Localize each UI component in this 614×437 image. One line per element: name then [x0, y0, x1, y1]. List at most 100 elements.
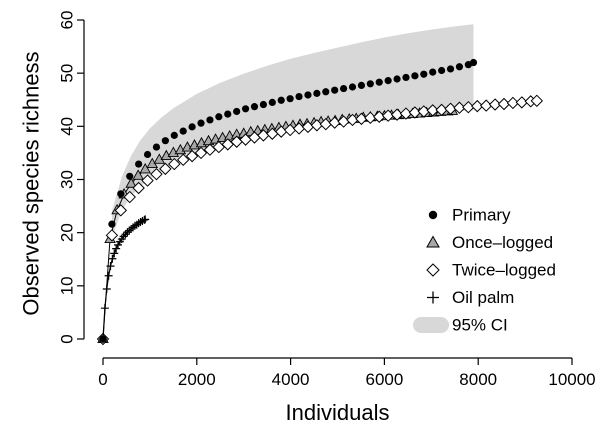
legend-marker-ci: [413, 317, 449, 333]
primary-point: [233, 107, 241, 116]
primary-point: [197, 119, 205, 127]
series-layer: [96, 58, 544, 346]
primary-point: [469, 58, 478, 67]
primary-point: [250, 103, 259, 111]
twice-logged-point: [471, 99, 484, 113]
oil-palm-point: [141, 215, 150, 224]
oil-palm-point: [112, 244, 121, 253]
y-tick-label: 40: [58, 117, 77, 136]
legend-label: Oil palm: [452, 288, 514, 307]
primary-point: [322, 88, 330, 96]
y-tick-label: 50: [58, 64, 77, 83]
twice-logged-point: [185, 149, 199, 163]
y-axis-title: Observed species richness: [19, 51, 44, 315]
y-tick-label: 60: [58, 11, 77, 30]
axes-layer: 0 10 20 30 40 50 60 0 2000 4000 6000 8000 10000: [58, 11, 596, 389]
primary-point: [143, 150, 152, 159]
once-logged-point: [139, 162, 151, 174]
primary-point: [170, 131, 178, 139]
primary-point: [295, 92, 303, 101]
oil-palm-point: [110, 249, 119, 258]
legend-marker-oil-palm: [427, 291, 439, 304]
once-logged-point: [132, 169, 144, 180]
legend-item: Oil palm: [427, 288, 514, 307]
y-tick-label: 10: [58, 276, 77, 295]
twice-logged-point: [530, 94, 544, 108]
twice-logged-point: [168, 157, 181, 171]
oil-palm-point: [104, 271, 113, 280]
primary-point: [152, 143, 161, 151]
primary-point: [268, 98, 276, 107]
twice-logged-point: [105, 229, 119, 242]
twice-logged-point: [123, 190, 136, 204]
ci-band-area: [111, 24, 474, 238]
primary-point: [420, 70, 428, 78]
twice-logged-point: [132, 181, 145, 195]
legend-marker-twice-logged: [426, 263, 440, 277]
oil-palm-point: [100, 304, 109, 313]
twice-logged-point: [488, 98, 502, 111]
x-tick-label: 10000: [548, 370, 595, 389]
primary-point: [215, 113, 223, 121]
primary-point: [286, 95, 294, 103]
twice-logged-point: [114, 204, 128, 217]
legend-item: Primary: [428, 206, 511, 225]
twice-logged-point: [453, 101, 466, 114]
primary-point: [375, 78, 383, 86]
twice-logged-point: [150, 167, 163, 181]
primary-point: [241, 105, 250, 113]
y-tick-label: 20: [58, 223, 77, 242]
legend-marker-primary: [428, 210, 438, 220]
legend-label: 95% CI: [452, 316, 508, 335]
primary-point: [438, 66, 446, 75]
primary-point: [384, 77, 392, 85]
primary-point: [161, 137, 169, 145]
x-tick-label: 8000: [459, 370, 497, 389]
primary-point: [117, 190, 125, 198]
primary-point: [179, 127, 187, 135]
once-logged-point: [125, 177, 137, 188]
primary-point: [402, 73, 410, 82]
y-tick-label: 0: [58, 334, 77, 343]
primary-point: [429, 68, 437, 76]
legend-item: 95% CI: [413, 316, 508, 335]
primary-point: [206, 116, 214, 124]
primary-point: [331, 86, 339, 94]
oil-palm-point: [102, 285, 111, 294]
twice-logged-point: [426, 104, 439, 117]
ci-band-layer: [111, 24, 474, 238]
legend-label: Primary: [452, 206, 511, 225]
primary-point: [366, 80, 374, 88]
primary-point: [313, 89, 321, 97]
primary-point: [188, 123, 196, 131]
legend-label: Once–logged: [452, 233, 553, 252]
legend-marker-once-logged: [426, 235, 440, 248]
twice-logged-point: [159, 162, 172, 176]
legend: Primary Once–logged Twice–logged Oil palm 95…: [413, 206, 556, 335]
oil-palm-point: [106, 262, 115, 271]
primary-point: [455, 63, 464, 71]
primary-point: [135, 160, 143, 168]
twice-logged-point: [194, 146, 208, 160]
primary-point: [108, 220, 116, 228]
x-axis-title: Individuals: [286, 400, 390, 425]
twice-logged-point: [141, 174, 154, 187]
primary-point: [126, 172, 134, 180]
legend-label: Twice–logged: [452, 261, 556, 280]
oil-palm-point: [99, 335, 107, 343]
x-tick-label: 4000: [272, 370, 310, 389]
twice-logged-point: [176, 153, 190, 167]
series-oil-palm: [99, 215, 150, 343]
legend-item: Once–logged: [426, 233, 553, 252]
primary-point: [304, 91, 312, 99]
primary-point: [277, 96, 285, 104]
x-tick-label: 2000: [178, 370, 216, 389]
primary-point: [224, 110, 232, 118]
twice-logged-point: [506, 96, 520, 110]
primary-point: [411, 72, 419, 80]
series-twice-logged: [96, 94, 544, 346]
primary-point: [393, 75, 401, 83]
primary-point: [348, 83, 357, 91]
